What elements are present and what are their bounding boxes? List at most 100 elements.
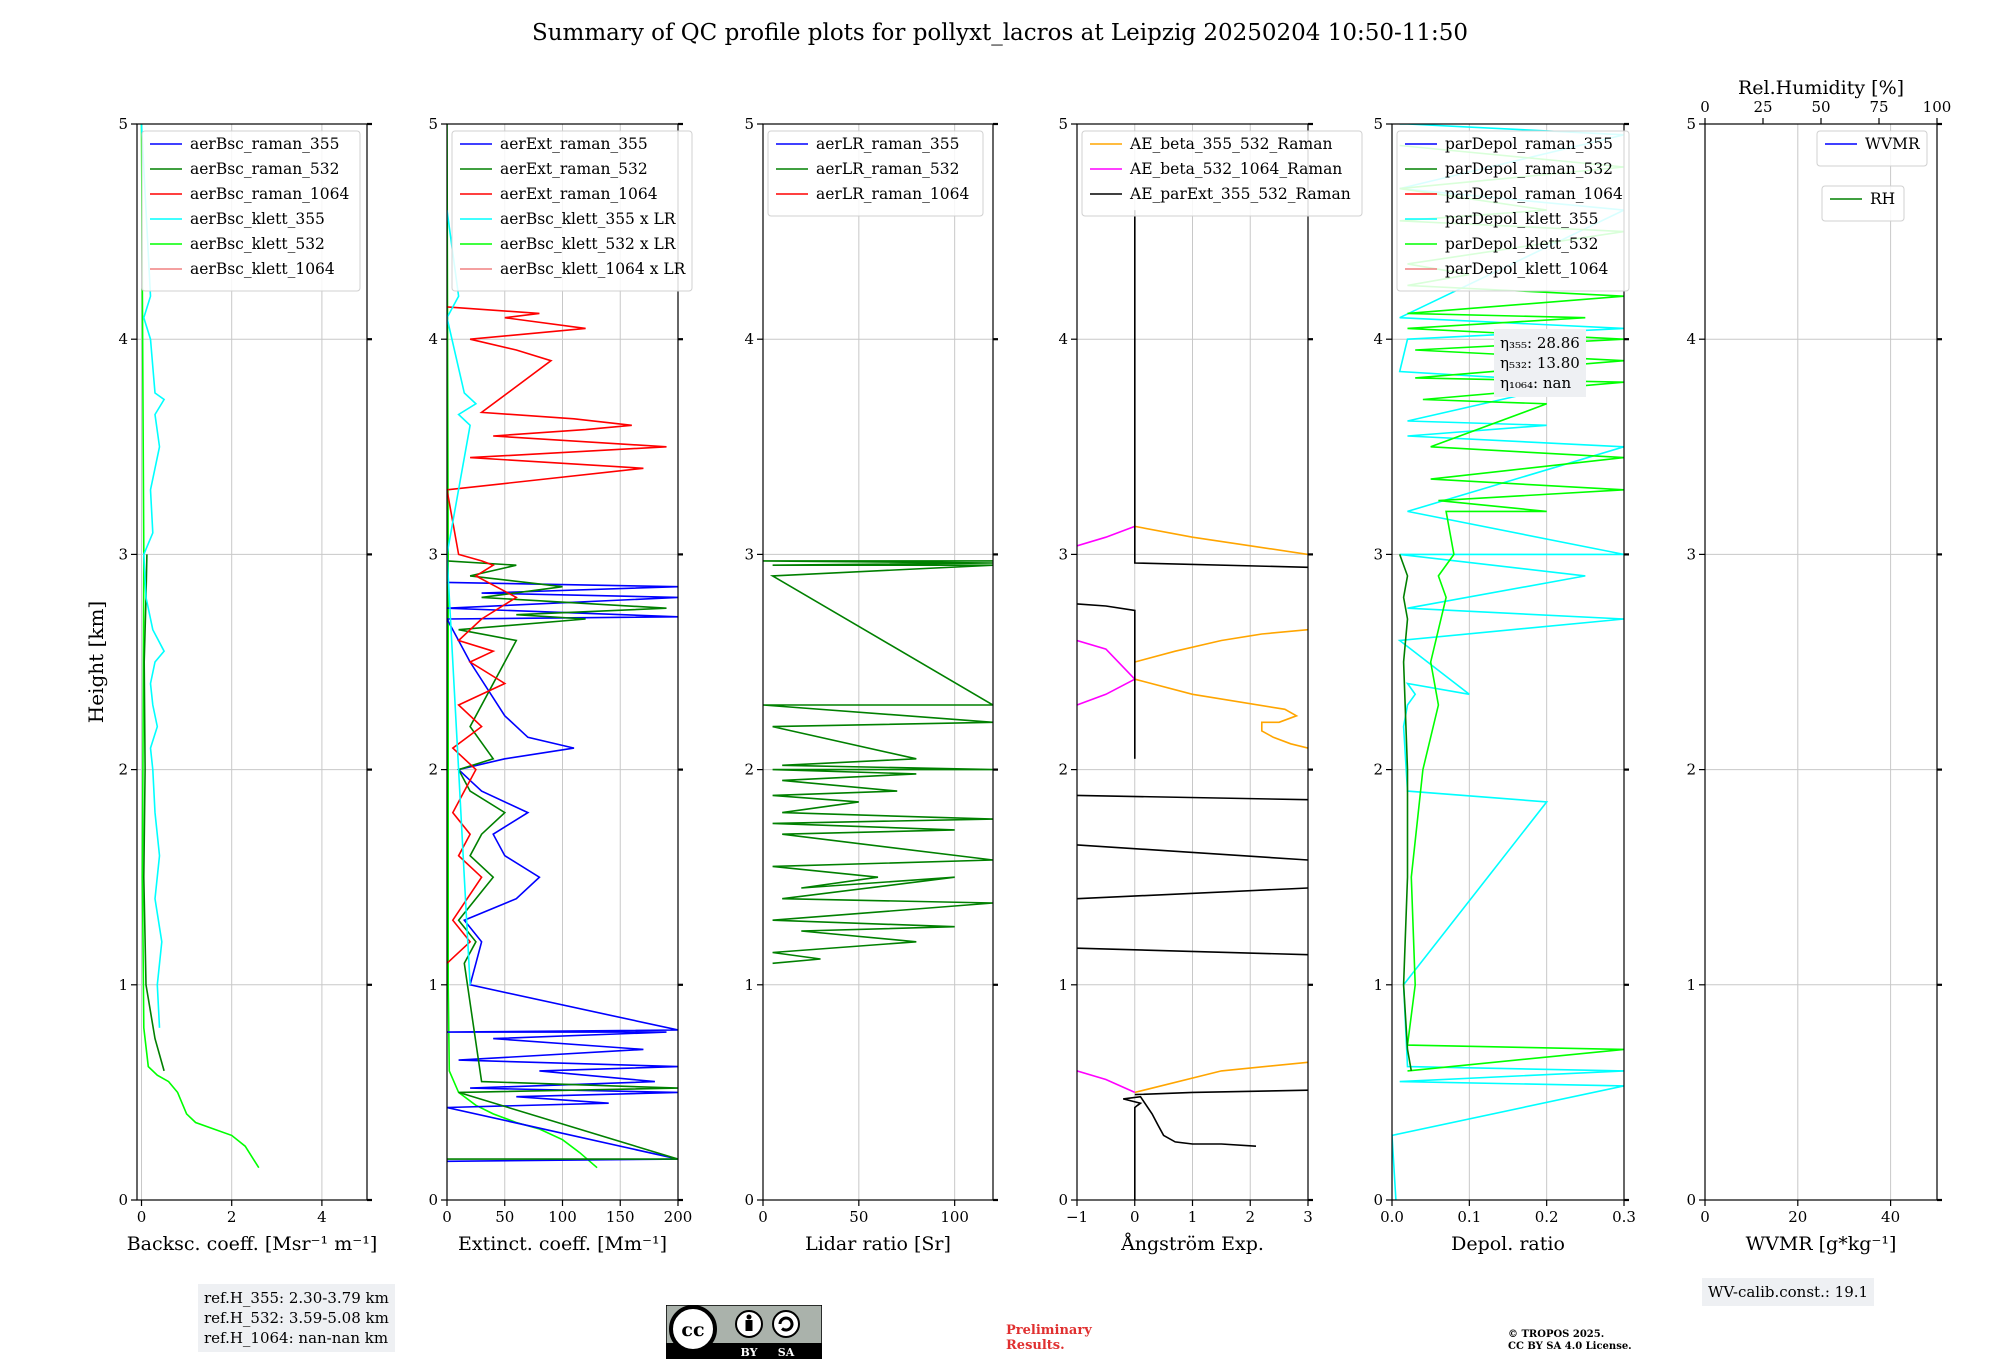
legend-entry: aerBsc_klett_355 x LR — [500, 210, 677, 228]
x-tick-label: 150 — [606, 1208, 635, 1226]
series-line-AE_parExt_355_532_Raman — [1134, 210, 1308, 569]
legend-entry: aerBsc_klett_532 x LR — [500, 235, 677, 253]
y-tick-label: 0 — [428, 1191, 438, 1209]
panel-lr: 0 50 100 0 1 2 3 4 5 Lidar ratio [Sr] aerLR_raman_… — [744, 115, 998, 1255]
series-line-aerBsc_klett_355 x LR — [447, 209, 478, 985]
x-tick-label: 2 — [227, 1208, 237, 1226]
y-tick-label: 3 — [744, 545, 754, 563]
x-axis-label: Lidar ratio [Sr] — [805, 1233, 951, 1255]
y-tick-label: 3 — [1373, 545, 1383, 563]
y-tick-label: 3 — [1686, 545, 1696, 563]
x-tick-label: 0 — [137, 1208, 147, 1226]
y-tick-label: 5 — [1058, 115, 1068, 133]
y-tick-label: 0 — [744, 1191, 754, 1209]
y-tick-label: 4 — [118, 330, 128, 348]
top-tick-label: 100 — [1923, 98, 1952, 116]
sa-text: SA — [778, 1346, 795, 1359]
legend-entry: aerBsc_klett_355 — [190, 210, 325, 228]
legend: aerLR_raman_355 aerLR_raman_532 aerLR_rama… — [767, 130, 984, 217]
series-line-parDepol_raman_532 — [1398, 554, 1413, 1072]
x-tick-label: 0.3 — [1612, 1208, 1636, 1226]
ref-height-355: ref.H_355: 2.30-3.79 km — [204, 1289, 389, 1307]
wv-calib-box: WV-calib.const.: 19.1 — [1702, 1278, 1875, 1306]
panel-wv: 0 20 40 0 1 2 3 4 5 WVMR [g*kg⁻¹] 0 25 50 75 100 Rel.Hu… — [1686, 77, 1951, 1255]
series-line-AE_parExt_355_532_Raman — [1077, 844, 1308, 861]
x-tick-label: 0 — [1700, 1208, 1710, 1226]
legend: aerBsc_raman_355 aerBsc_raman_532 aerBsc_r… — [141, 130, 361, 292]
x-tick-label: 0 — [758, 1208, 768, 1226]
y-tick-label: 3 — [118, 545, 128, 563]
series-line-AE_parExt_355_532_Raman — [1077, 794, 1308, 801]
series-line-aerBsc_klett_532 — [140, 124, 260, 1169]
x-tick-label: 200 — [664, 1208, 693, 1226]
x-tick-label: 20 — [1788, 1208, 1807, 1226]
top-tick-label: 50 — [1811, 98, 1830, 116]
y-tick-label: 3 — [1058, 545, 1068, 563]
series-line-AE_beta_532_1064_Raman — [1077, 639, 1137, 706]
x-tick-label: 0 — [1130, 1208, 1140, 1226]
legend-entry: aerBsc_raman_1064 — [190, 185, 350, 203]
x-tick-label: 0.1 — [1457, 1208, 1481, 1226]
x-tick-label: 0 — [442, 1208, 452, 1226]
y-tick-label: 2 — [1058, 761, 1068, 779]
legend-box — [1396, 130, 1630, 292]
legend-entry: aerBsc_klett_1064 x LR — [500, 260, 687, 278]
legend-box — [141, 130, 361, 292]
preliminary-line-2: Results. — [1006, 1338, 1065, 1353]
plot-frame — [136, 123, 368, 1201]
series-line-aerBsc_klett_532 x LR — [447, 124, 598, 1169]
series-line-aerExt_raman_1064 — [447, 306, 667, 964]
legend-box — [451, 130, 693, 292]
x-tick-label: 100 — [940, 1208, 969, 1226]
x-tick-label: 50 — [495, 1208, 514, 1226]
y-tick-label: 5 — [1373, 115, 1383, 133]
y-tick-label: 1 — [1058, 976, 1068, 994]
legend: parDepol_raman_355 parDepol_raman_532 parD… — [1396, 130, 1630, 292]
legend-box — [1816, 130, 1928, 167]
y-tick-label: 1 — [744, 976, 754, 994]
copyright-line-1: © TROPOS 2025. — [1508, 1329, 1605, 1340]
ref-height-532: ref.H_532: 3.59-5.08 km — [204, 1309, 389, 1327]
legend: aerExt_raman_355 aerExt_raman_532 aerExt_r… — [451, 130, 693, 292]
ref-height-box: ref.H_355: 2.30-3.79 km ref.H_532: 3.59-… — [198, 1284, 395, 1352]
legend-entry: aerExt_raman_355 — [500, 135, 648, 153]
x-tick-label: 3 — [1303, 1208, 1313, 1226]
y-tick-label: 2 — [744, 761, 754, 779]
legend-entry: parDepol_raman_532 — [1445, 160, 1613, 178]
legend-entry: aerLR_raman_532 — [816, 160, 959, 178]
y-tick-label: 1 — [118, 976, 128, 994]
copyright-note: © TROPOS 2025. CC BY SA 4.0 License. — [1508, 1329, 1632, 1353]
y-tick-label: 2 — [118, 761, 128, 779]
x-tick-label: 0.2 — [1535, 1208, 1559, 1226]
series-line-AE_beta_532_1064_Raman — [1077, 1070, 1136, 1094]
wv-calib-const: WV-calib.const.: 19.1 — [1708, 1283, 1869, 1301]
panel-bsc: 0 2 4 0 1 2 3 4 5 Backsc. coeff. [Msr⁻¹ m⁻¹] aerBs… — [118, 115, 377, 1255]
y-tick-label: 5 — [1686, 115, 1696, 133]
top-tick-label: 75 — [1869, 98, 1888, 116]
y-tick-label: 2 — [1686, 761, 1696, 779]
series-line-AE_beta_355_532_Raman — [1134, 525, 1308, 556]
legend-entry: parDepol_raman_1064 — [1445, 185, 1623, 203]
series-line-aerLR_raman_532 — [763, 560, 993, 965]
eta-532: η₅₃₂: 13.80 — [1500, 354, 1580, 372]
legend-entry: aerExt_raman_1064 — [500, 185, 658, 203]
share-alike-icon — [772, 1310, 800, 1338]
legend-entry: aerBsc_klett_1064 — [190, 260, 335, 278]
legend-entry: WVMR — [1865, 135, 1921, 153]
x-tick-label: 1 — [1188, 1208, 1198, 1226]
legend-entry: AE_beta_532_1064_Raman — [1129, 160, 1342, 178]
x-axis-label: Backsc. coeff. [Msr⁻¹ m⁻¹] — [127, 1233, 378, 1255]
y-tick-label: 4 — [1058, 330, 1068, 348]
y-tick-label: 1 — [1686, 976, 1696, 994]
eta-1064: η₁₀₆₄: nan — [1500, 374, 1572, 392]
series-line-AE_parExt_355_532_Raman — [1077, 947, 1308, 956]
series-line-AE_parExt_355_532_Raman — [1077, 887, 1308, 900]
legend-entry: parDepol_klett_532 — [1445, 235, 1598, 253]
series-line-AE_beta_355_532_Raman — [1134, 1061, 1308, 1094]
series-line-aerBsc_raman_532 — [142, 554, 165, 1072]
series-line-aerBsc_klett_355 — [140, 124, 166, 1028]
legend-entry: aerLR_raman_355 — [816, 135, 959, 153]
x-tick-label: 100 — [548, 1208, 577, 1226]
x-axis-label: WVMR [g*kg⁻¹] — [1746, 1233, 1897, 1255]
